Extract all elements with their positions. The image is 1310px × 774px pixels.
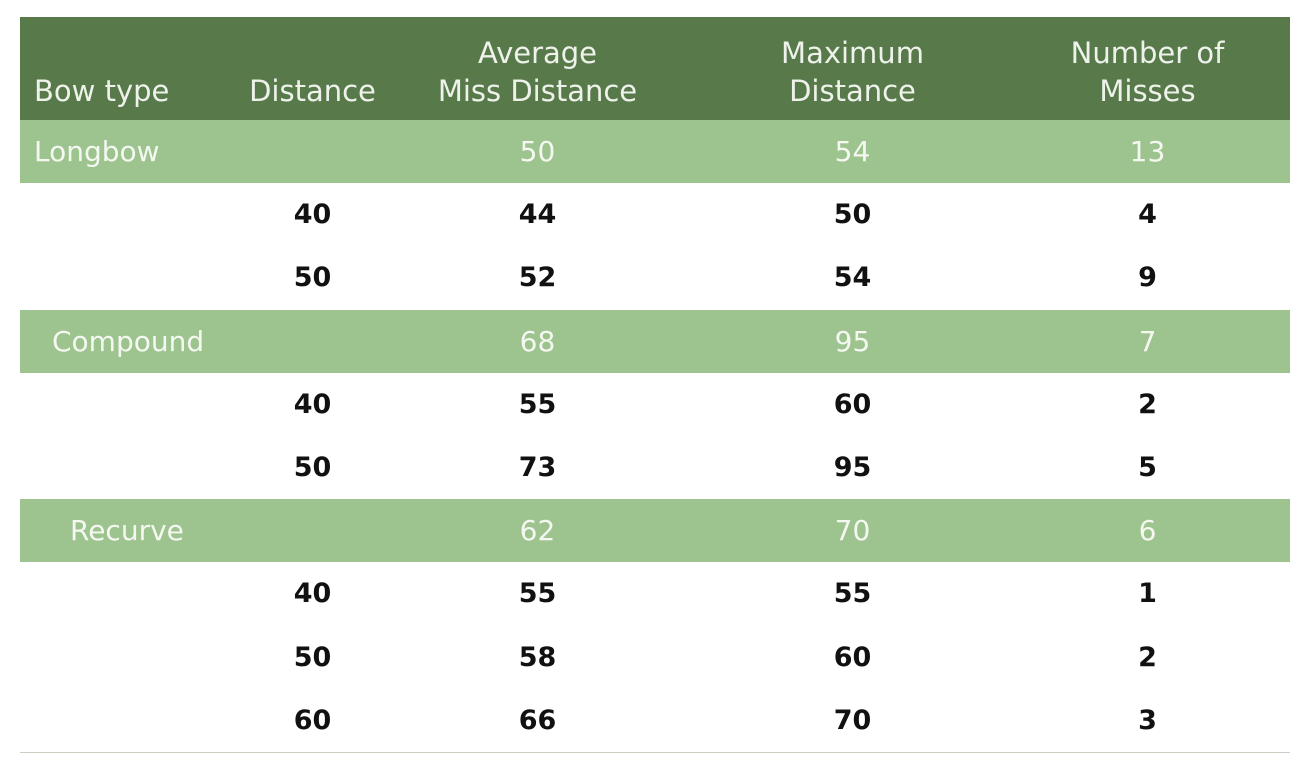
data-cell: 54 — [833, 262, 872, 294]
header-text: Distance — [249, 72, 376, 110]
group-summary: 7 — [1138, 324, 1157, 358]
header-line: Distance — [249, 74, 376, 108]
group-summary: 70 — [834, 514, 871, 548]
data-cell: 55 — [518, 578, 557, 610]
group-summary: 6 — [1138, 514, 1157, 548]
data-row: 60 66 70 3 — [20, 688, 1290, 753]
header-line: Miss Distance — [437, 74, 638, 108]
header-line: Maximum — [781, 36, 924, 70]
data-cell: 40 — [293, 578, 332, 610]
group-row: Longbow 50 54 13 — [20, 120, 1290, 184]
header-cell: Bow type — [20, 17, 205, 120]
data-cell: 1 — [1138, 578, 1157, 610]
data-cell: 66 — [518, 704, 557, 736]
data-row: 40 44 50 4 — [20, 183, 1290, 248]
data-cell: 4 — [1138, 199, 1157, 231]
group-summary: 13 — [1129, 135, 1166, 169]
header-line: Misses — [1099, 74, 1196, 108]
header-row: Bow type Distance Average Miss Distance Maxi… — [20, 17, 1290, 120]
header-line: Distance — [789, 74, 916, 108]
data-cell: 5 — [1138, 452, 1157, 484]
group-summary: 62 — [519, 514, 556, 548]
group-name: Longbow — [34, 135, 160, 169]
data-cell: 9 — [1138, 262, 1157, 294]
group-summary: 68 — [519, 324, 556, 358]
group-row: Compound 68 95 7 — [20, 309, 1290, 373]
data-row: 40 55 55 1 — [20, 562, 1290, 627]
group-row: Recurve 62 70 6 — [20, 499, 1290, 563]
header-line: Number of — [1070, 36, 1225, 70]
header-cell: Number of Misses — [1050, 17, 1245, 120]
data-cell: 44 — [518, 199, 557, 231]
data-cell: 50 — [833, 199, 872, 231]
group-summary: 50 — [519, 135, 556, 169]
data-cell: 52 — [518, 262, 557, 294]
group-name: Compound — [52, 324, 205, 358]
group-name: Recurve — [70, 514, 184, 548]
data-cell: 50 — [293, 452, 332, 484]
data-cell: 60 — [833, 388, 872, 420]
data-row: 50 52 54 9 — [20, 246, 1290, 311]
group-summary: 54 — [834, 135, 871, 169]
data-row: 40 55 60 2 — [20, 372, 1290, 437]
header-text: Maximum Distance — [781, 34, 924, 110]
data-cell: 70 — [833, 704, 872, 736]
header-cell: Maximum Distance — [655, 17, 1050, 120]
data-cell: 2 — [1138, 641, 1157, 673]
data-cell: 60 — [293, 704, 332, 736]
data-cell: 55 — [833, 578, 872, 610]
header-text: Bow type — [34, 72, 169, 110]
header-cell: Average Miss Distance — [420, 17, 655, 120]
header-text: Average Miss Distance — [438, 34, 637, 110]
header-line: Average — [477, 36, 598, 70]
data-cell: 50 — [293, 262, 332, 294]
data-cell: 3 — [1138, 704, 1157, 736]
data-cell: 55 — [518, 388, 557, 420]
header-text: Number of Misses — [1071, 34, 1225, 110]
data-cell: 2 — [1138, 388, 1157, 420]
data-row: 50 73 95 5 — [20, 436, 1290, 501]
data-cell: 58 — [518, 641, 557, 673]
data-row: 50 58 60 2 — [20, 625, 1290, 690]
header-line: Bow type — [34, 74, 170, 108]
group-summary: 95 — [834, 324, 871, 358]
header-cell: Distance — [205, 17, 420, 120]
data-cell: 40 — [293, 199, 332, 231]
data-cell: 95 — [833, 452, 872, 484]
data-cell: 60 — [833, 641, 872, 673]
data-cell: 50 — [293, 641, 332, 673]
data-cell: 40 — [293, 388, 332, 420]
data-cell: 73 — [518, 452, 557, 484]
